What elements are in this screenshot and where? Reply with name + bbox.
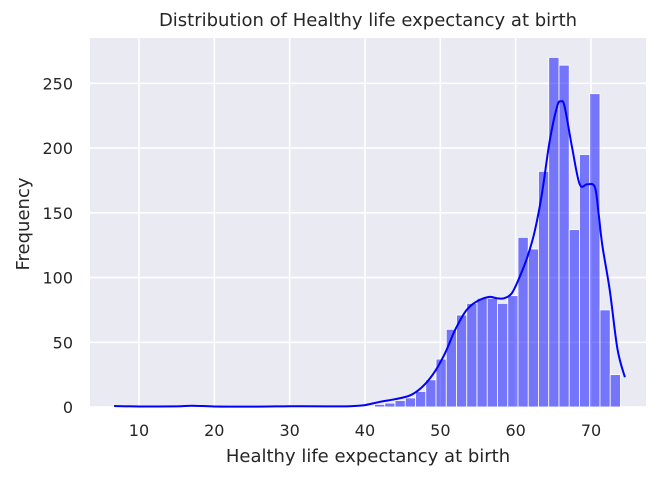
- y-tick-label: 50: [53, 333, 73, 352]
- histogram-bar: [404, 397, 416, 408]
- x-tick-label: 20: [204, 421, 224, 440]
- kde-line: [114, 100, 626, 408]
- y-tick-label: 200: [42, 139, 73, 158]
- histogram-bar: [548, 57, 560, 408]
- histogram-bar: [599, 309, 611, 408]
- histogram-bar: [527, 248, 539, 408]
- histogram-bar: [425, 379, 437, 408]
- histogram-bar: [579, 154, 591, 408]
- histogram-bar: [476, 297, 488, 408]
- histogram-bar: [486, 297, 498, 408]
- chart-title: Distribution of Healthy life expectancy …: [159, 10, 577, 31]
- y-axis-label: Frequency: [13, 177, 34, 270]
- histogram-bar: [394, 400, 406, 408]
- x-axis-label: Healthy life expectancy at birth: [226, 446, 510, 467]
- histogram-bar: [415, 391, 427, 408]
- histogram-bar: [497, 303, 509, 408]
- histogram-bar: [445, 328, 457, 408]
- x-tick-label: 10: [129, 421, 149, 440]
- x-tick-label: 50: [430, 421, 450, 440]
- histogram-bar: [568, 229, 580, 408]
- x-tick-label: 60: [505, 421, 525, 440]
- histogram-bars: [374, 57, 621, 408]
- histogram-bar: [589, 93, 601, 408]
- histogram-bar: [609, 374, 621, 408]
- y-tick-label: 100: [42, 269, 73, 288]
- x-tick-label: 30: [279, 421, 299, 440]
- y-tick-label: 0: [63, 398, 73, 417]
- histogram-bar: [558, 64, 570, 408]
- x-tick-label: 40: [355, 421, 375, 440]
- y-tick-labels: 0 50 100 150 200 250: [42, 74, 73, 417]
- x-tick-labels: 10 20 30 40 50 60 70: [129, 421, 601, 440]
- histogram-bar: [384, 402, 396, 408]
- histogram-bar: [374, 404, 386, 408]
- histogram-bar: [507, 295, 519, 408]
- x-tick-label: 70: [581, 421, 601, 440]
- y-tick-label: 250: [42, 74, 73, 93]
- histogram-bar: [456, 314, 468, 408]
- histogram-bar: [517, 236, 529, 408]
- y-tick-label: 150: [42, 204, 73, 223]
- histogram-bar: [466, 303, 478, 408]
